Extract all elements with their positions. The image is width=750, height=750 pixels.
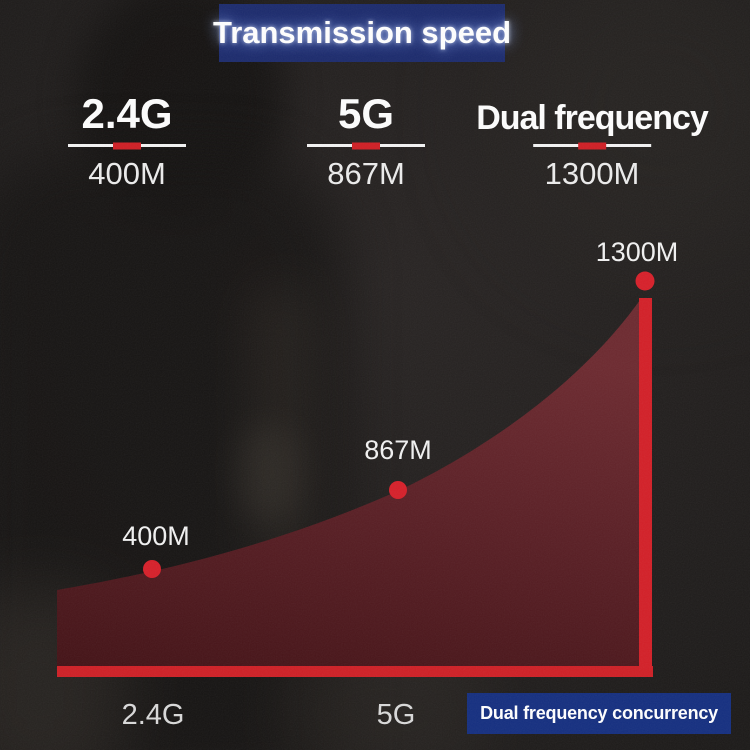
data-point-400m: [143, 560, 161, 578]
x-axis-label-2-4g: 2.4G: [121, 699, 185, 731]
point-label-1300m: 1300M: [595, 237, 679, 267]
x-axis-label-dual-frequency: Dual frequency concurrency: [480, 703, 718, 723]
data-point-1300m: [635, 271, 655, 291]
area-fill: [57, 300, 640, 670]
x-axis-label-5g: 5G: [376, 699, 416, 731]
value-bar-1300m: [639, 298, 652, 670]
x-axis-baseline: [57, 666, 653, 677]
point-label-867m: 867M: [364, 435, 432, 465]
x-axis-label-dual-frequency-box: Dual frequency concurrency: [467, 693, 731, 734]
data-point-867m: [389, 481, 407, 499]
point-label-400m: 400M: [122, 521, 190, 551]
